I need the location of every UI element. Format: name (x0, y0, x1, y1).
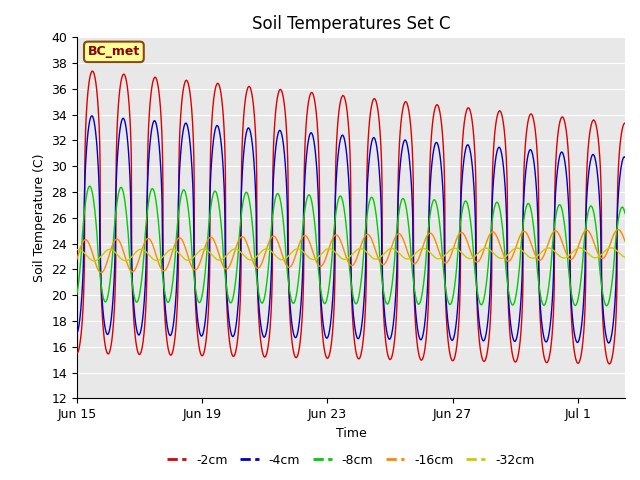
-4cm (88, 113, 96, 119)
-16cm (325, 245, 333, 251)
-4cm (73, 331, 81, 336)
-8cm (101, 299, 109, 305)
-4cm (505, 299, 513, 305)
-32cm (605, 245, 613, 251)
-4cm (605, 340, 613, 346)
-16cm (605, 243, 613, 249)
-4cm (325, 330, 333, 336)
Line: -16cm: -16cm (77, 229, 625, 273)
-32cm (605, 245, 613, 251)
-4cm (606, 339, 614, 345)
-4cm (605, 340, 612, 346)
-4cm (621, 155, 629, 160)
-16cm (340, 247, 348, 252)
-32cm (621, 254, 629, 260)
-2cm (605, 361, 613, 367)
-16cm (614, 227, 622, 232)
Text: BC_met: BC_met (88, 46, 140, 59)
Title: Soil Temperatures Set C: Soil Temperatures Set C (252, 15, 450, 33)
-32cm (607, 245, 615, 251)
-32cm (325, 246, 333, 252)
-16cm (97, 270, 105, 276)
-32cm (340, 256, 348, 262)
Line: -2cm: -2cm (77, 71, 625, 364)
-4cm (340, 134, 348, 140)
Line: -4cm: -4cm (77, 116, 625, 343)
-32cm (90, 258, 98, 264)
-8cm (603, 303, 611, 309)
-2cm (73, 350, 81, 356)
-16cm (101, 265, 109, 271)
-16cm (73, 256, 81, 262)
Legend: -2cm, -4cm, -8cm, -16cm, -32cm: -2cm, -4cm, -8cm, -16cm, -32cm (163, 449, 540, 471)
-8cm (605, 297, 613, 302)
-4cm (101, 324, 109, 330)
-2cm (621, 120, 629, 126)
-8cm (86, 183, 93, 189)
-8cm (325, 284, 333, 289)
-2cm (101, 342, 109, 348)
-16cm (505, 258, 513, 264)
-8cm (621, 211, 629, 216)
-8cm (505, 289, 513, 295)
-2cm (605, 361, 613, 367)
Y-axis label: Soil Temperature (C): Soil Temperature (C) (33, 154, 45, 282)
X-axis label: Time: Time (335, 427, 366, 440)
-2cm (88, 68, 96, 74)
Line: -8cm: -8cm (77, 186, 625, 306)
-32cm (101, 249, 109, 255)
-8cm (340, 203, 348, 209)
-2cm (606, 361, 614, 367)
Line: -32cm: -32cm (77, 248, 625, 261)
-8cm (73, 291, 81, 297)
-2cm (325, 353, 333, 359)
-32cm (505, 251, 513, 257)
-16cm (621, 239, 629, 244)
-32cm (73, 247, 81, 252)
-16cm (605, 244, 613, 250)
-2cm (505, 312, 513, 317)
-2cm (340, 93, 348, 99)
-8cm (606, 295, 614, 301)
